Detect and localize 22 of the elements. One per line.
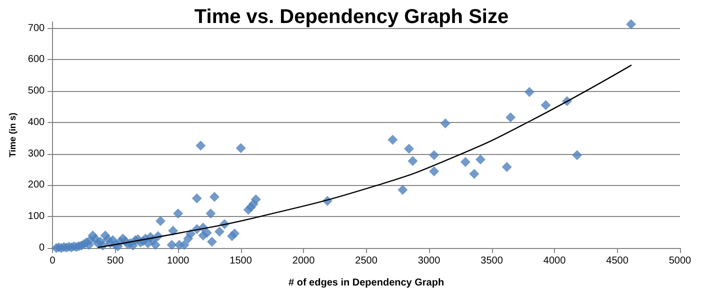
x-tick-label: 4000 [543,256,566,266]
y-tick-label: 300 [28,148,46,160]
y-tick-label: 500 [28,86,46,97]
x-tick-label: 4500 [606,256,629,266]
y-tick-label: 200 [28,180,46,191]
x-tick-label: 3000 [418,256,441,266]
x-tick-label: 500 [106,256,124,266]
chart-title: Time vs. Dependency Graph Size [194,6,509,28]
y-tick-label: 600 [28,54,46,66]
x-tick-label: 1000 [166,256,190,266]
y-axis-title: Time (in s) [8,112,18,158]
x-tick-label: 3500 [480,256,504,266]
x-tick-label: 1500 [230,256,252,266]
x-tick-label: 0 [50,256,56,266]
y-tick-label: 400 [28,116,46,128]
x-tick-label: 2000 [292,256,316,266]
x-tick-label: 5000 [668,256,692,266]
x-tick-label: 2500 [355,256,378,266]
y-tick-label: 0 [39,242,46,254]
y-tick-label: 100 [28,211,46,222]
y-tick-label: 700 [28,22,46,34]
x-axis-title: # of edges in Dependency Graph [288,278,444,288]
